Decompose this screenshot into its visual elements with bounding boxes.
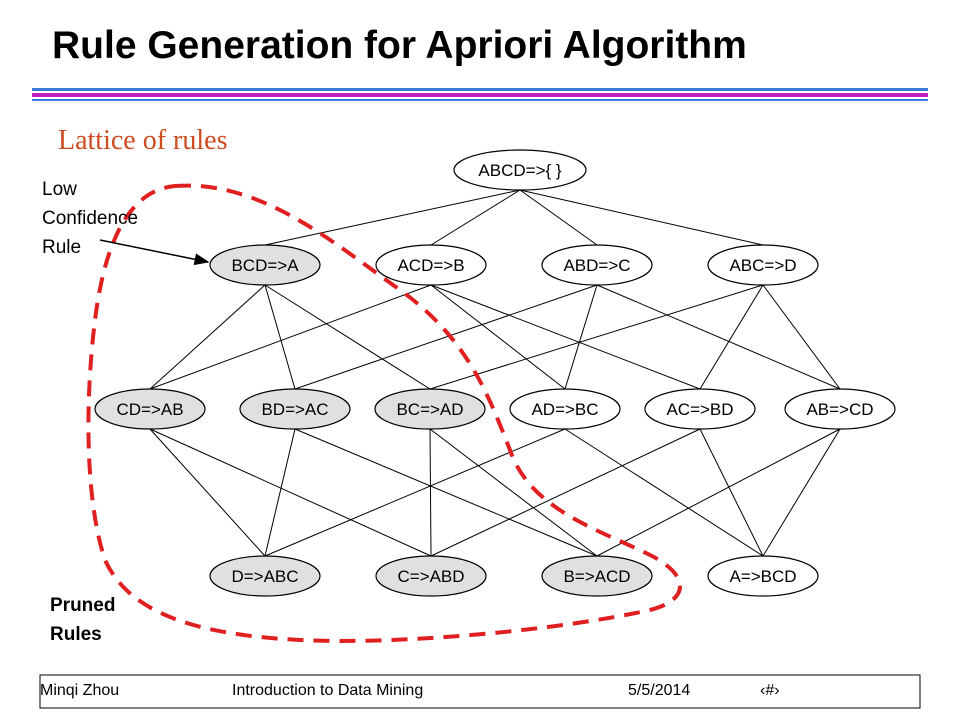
node: AD=>BC <box>509 388 621 430</box>
node-label: ABD=>C <box>563 256 630 275</box>
edge <box>519 189 598 246</box>
edges <box>149 189 841 557</box>
annotation-line: Confidence <box>42 208 138 229</box>
node-shape <box>707 555 819 597</box>
edge <box>149 284 432 390</box>
node-label: ABCD=>{ } <box>478 161 561 180</box>
footer-author: Minqi Zhou <box>40 682 119 699</box>
edge <box>596 284 841 390</box>
edge <box>699 284 764 390</box>
edge <box>264 284 296 390</box>
node-shape <box>209 244 321 286</box>
node-shape <box>94 388 206 430</box>
edge <box>429 428 598 557</box>
edge <box>429 428 432 557</box>
node-label: BCD=>A <box>231 256 299 275</box>
nodes: ABCD=>{ } BCD=>A ACD=>B ABD=>C ABC=>D CD=>AB B… <box>94 149 896 597</box>
node-shape <box>374 388 486 430</box>
node-label: ACD=>B <box>397 256 464 275</box>
node-shape <box>453 149 587 191</box>
node-shape <box>209 555 321 597</box>
node-label: C=>ABD <box>397 567 464 586</box>
edge <box>264 189 521 246</box>
edge <box>264 428 296 557</box>
edge <box>699 428 764 557</box>
node-shape <box>541 555 653 597</box>
footer: Minqi Zhou Introduction to Data Mining 5… <box>40 682 780 699</box>
node-shape <box>239 388 351 430</box>
edge <box>430 189 521 246</box>
node-shape <box>541 244 653 286</box>
edge <box>430 284 701 390</box>
node: A=>BCD <box>707 555 819 597</box>
edge <box>429 284 764 390</box>
edge <box>762 428 841 557</box>
node-label: B=>ACD <box>563 567 630 586</box>
node: AC=>BD <box>644 388 756 430</box>
edge <box>519 189 764 246</box>
title: Rule Generation for Apriori Algorithm <box>52 24 747 67</box>
edge <box>596 428 841 557</box>
node-shape <box>375 555 487 597</box>
arrow <box>99 239 210 266</box>
low-confidence-label: Low Confidence Rule <box>42 179 138 258</box>
edge <box>564 428 764 557</box>
node: AB=>CD <box>784 388 896 430</box>
node: BCD=>A <box>209 244 321 286</box>
edge <box>149 284 266 390</box>
pruned-boundary <box>86 183 682 643</box>
node-label: A=>BCD <box>729 567 796 586</box>
node-label: D=>ABC <box>231 567 298 586</box>
edge <box>149 428 266 557</box>
footer-course: Introduction to Data Mining <box>232 682 423 699</box>
annotation-line: Pruned <box>50 595 115 616</box>
node: ABC=>D <box>707 244 819 286</box>
footer-page: ‹#› <box>760 682 780 699</box>
edge <box>430 428 701 557</box>
node-label: BC=>AD <box>396 400 463 419</box>
rule-blue <box>32 88 928 91</box>
edge <box>762 284 841 390</box>
annotation-line: Rules <box>50 624 102 645</box>
edge <box>294 428 598 557</box>
node: ABD=>C <box>541 244 653 286</box>
subtitle: Lattice of rules <box>58 125 227 156</box>
node-label: AD=>BC <box>531 400 598 419</box>
footer-date: 5/5/2014 <box>628 682 690 699</box>
node: ACD=>B <box>375 244 487 286</box>
edge <box>294 284 598 390</box>
node: B=>ACD <box>541 555 653 597</box>
node-shape <box>509 388 621 430</box>
edge <box>264 284 431 390</box>
rule-magenta <box>32 93 928 97</box>
node: ABCD=>{ } <box>453 149 587 191</box>
node: CD=>AB <box>94 388 206 430</box>
node-label: AC=>BD <box>666 400 733 419</box>
node-label: ABC=>D <box>729 256 796 275</box>
node-shape <box>707 244 819 286</box>
node: D=>ABC <box>209 555 321 597</box>
footer-box <box>39 674 921 709</box>
node: BD=>AC <box>239 388 351 430</box>
rule-blue <box>32 99 928 101</box>
annotation-line: Rule <box>42 237 81 258</box>
node-shape <box>375 244 487 286</box>
node-label: AB=>CD <box>806 400 873 419</box>
node-shape <box>644 388 756 430</box>
pruned-label: Pruned Rules <box>50 595 115 645</box>
node-label: CD=>AB <box>116 400 183 419</box>
edge <box>564 284 598 390</box>
edge <box>430 284 566 390</box>
node-shape <box>784 388 896 430</box>
edge <box>264 428 566 557</box>
node-label: BD=>AC <box>261 400 328 419</box>
annotation-line: Low <box>42 179 77 200</box>
node: C=>ABD <box>375 555 487 597</box>
edge <box>149 428 432 557</box>
node: BC=>AD <box>374 388 486 430</box>
